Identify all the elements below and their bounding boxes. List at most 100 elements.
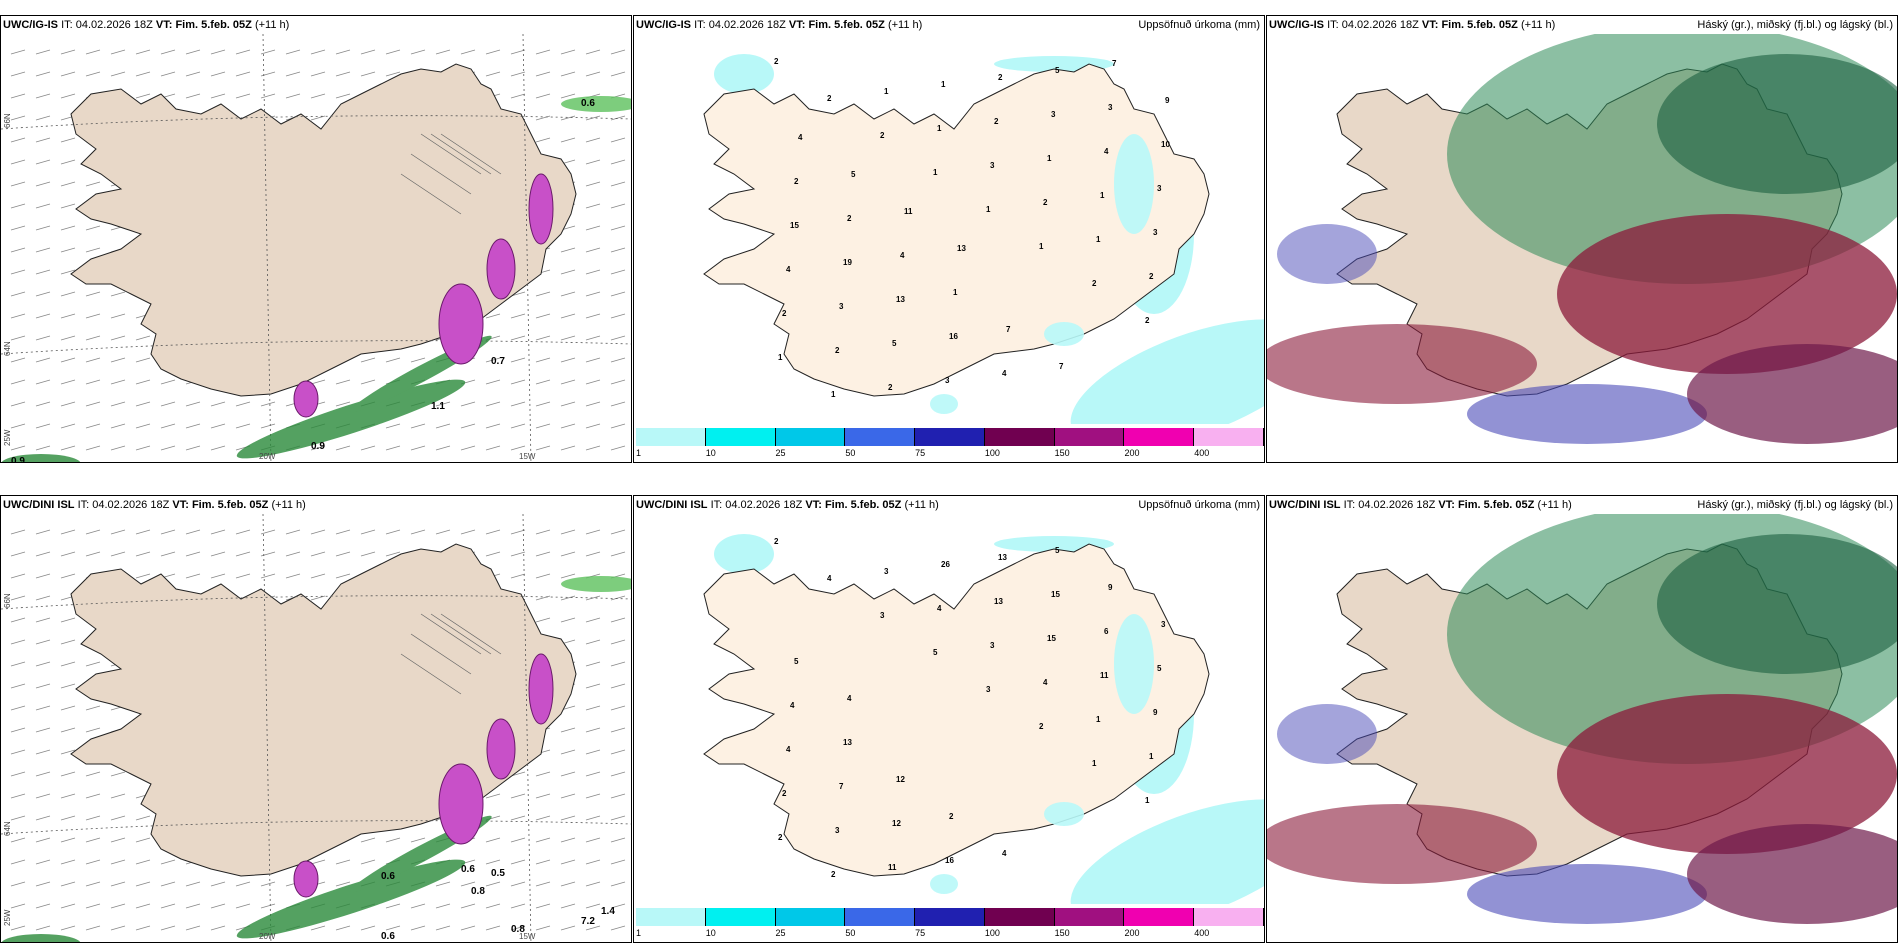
map-panel-r0-c0: UWC/IG-IS IT: 04.02.2026 18Z VT: Fim. 5.…: [0, 15, 632, 463]
model-name: UWC/DINI ISL: [636, 499, 708, 511]
colorbar-label: 150: [1054, 928, 1070, 938]
map-canvas: [1267, 34, 1897, 462]
panel-header: UWC/DINI ISL IT: 04.02.2026 18Z VT: Fim.…: [634, 496, 1264, 514]
precip-value-label: 11: [888, 863, 897, 872]
colorbar-label: 1: [636, 928, 642, 938]
colorbar-segment: [845, 428, 916, 446]
precip-value-label: 4: [847, 694, 852, 703]
precip-value-label: 2: [994, 117, 999, 126]
graticule: [1, 514, 631, 942]
panel-header: UWC/IG-IS IT: 04.02.2026 18Z VT: Fim. 5.…: [1267, 16, 1897, 34]
precip-value-label: 4: [1002, 369, 1007, 378]
colorbar-label: 1: [636, 448, 642, 458]
colorbar-segment: [705, 428, 776, 446]
colorbar-segment: [775, 908, 846, 926]
colorbar-label: 100: [984, 928, 1000, 938]
colorbar-segment: [636, 428, 706, 446]
precip-value-label: 7: [1006, 325, 1011, 334]
wind-value-label: 0.6: [581, 98, 595, 109]
map-panel-r1-c0: UWC/DINI ISL IT: 04.02.2026 18Z VT: Fim.…: [0, 495, 632, 943]
precip-value-label: 2: [1092, 279, 1097, 288]
colorbar-label: 10: [705, 928, 716, 938]
colorbar-label: 75: [915, 928, 926, 938]
wind-value-label: 0.9: [11, 456, 25, 462]
precip-value-label: 1: [953, 288, 958, 297]
colorbar-label: 10: [705, 448, 716, 458]
graticule: [1, 34, 631, 462]
model-name: UWC/IG-IS: [636, 19, 691, 31]
precip-value-label: 1: [1047, 154, 1052, 163]
precip-value-label: 19: [843, 258, 852, 267]
it-label: IT:: [61, 19, 73, 31]
precip-value-label: 1: [1096, 235, 1101, 244]
precip-value-label: 2: [778, 833, 783, 842]
lead-time: (+11 h): [904, 499, 939, 511]
precip-value-label: 5: [794, 657, 799, 666]
colorbar-segment: [915, 908, 985, 926]
vt-label: VT:: [1421, 19, 1439, 31]
precip-value-label: 12: [896, 775, 905, 784]
precip-value-label: 26: [941, 560, 950, 569]
precip-value-label: 2: [782, 789, 787, 798]
iceland-land: [703, 63, 1210, 397]
colorbar-label: 50: [845, 928, 856, 938]
precip-value-label: 1: [1100, 191, 1105, 200]
precip-value-label: 10: [1161, 140, 1170, 149]
precip-value-label: 4: [900, 251, 905, 260]
wind-value-label: 1.1: [431, 401, 445, 412]
precip-value-label: 4: [786, 745, 791, 754]
model-name: UWC/IG-IS: [3, 19, 58, 31]
precip-value-label: 1: [778, 353, 783, 362]
panel-title: Uppsöfnuð úrkoma (mm): [1138, 19, 1260, 31]
precip-colorbar: 1 10 25 50 75 100 150 200 400: [634, 904, 1264, 942]
map-panel-r1-c1: UWC/DINI ISL IT: 04.02.2026 18Z VT: Fim.…: [633, 495, 1265, 943]
precip-value-label: 3: [1108, 103, 1113, 112]
precip-value-label: 3: [990, 641, 995, 650]
precip-value-label: 4: [1002, 849, 1007, 858]
precip-value-label: 5: [892, 339, 897, 348]
vt-label: VT:: [805, 499, 822, 511]
precip-value-label: 5: [1157, 664, 1162, 673]
map-canvas: 0.6 1.1 0.9 0.9 0.7: [1, 34, 631, 462]
axis-label-lat-25w: 25W: [3, 429, 12, 446]
colorbar-label: 25: [775, 448, 786, 458]
map-canvas: 2221112211113212222121134353234315191316…: [634, 34, 1264, 462]
map-panel-r0-c1: UWC/IG-IS IT: 04.02.2026 18Z VT: Fim. 5.…: [633, 15, 1265, 463]
it-value: 04.02.2026 18Z: [725, 499, 803, 511]
precip-value-label: 2: [998, 73, 1003, 82]
precip-value-label: 1: [937, 124, 942, 133]
precip-value-label: 3: [945, 376, 950, 385]
precip-value-label: 1: [986, 205, 991, 214]
precip-value-label: 2: [847, 214, 852, 223]
precip-value-label: 15: [1047, 634, 1056, 643]
precip-value-label: 5: [1055, 546, 1060, 555]
precip-value-label: 13: [994, 597, 1003, 606]
precip-value-label: 1: [941, 80, 946, 89]
colorbar-segment: [1124, 908, 1195, 926]
precip-value-label: 3: [1153, 228, 1158, 237]
precip-value-label: 9: [1153, 708, 1158, 717]
precip-value-label: 3: [835, 826, 840, 835]
precip-value-label: 13: [843, 738, 852, 747]
colorbar-segment: [705, 908, 776, 926]
wind-value-label: 0.6: [381, 931, 395, 942]
colorbar-label: 50: [845, 448, 856, 458]
precip-value-label: 1: [1149, 752, 1154, 761]
axis-label-lat-66n: 66N: [3, 593, 12, 608]
lead-time: (+11 h): [254, 19, 290, 31]
axis-label-lon-15w: 15W: [519, 452, 536, 461]
colorbar-segment: [1194, 428, 1264, 446]
wind-value-label: 0.6: [461, 864, 475, 875]
precip-value-label: 2: [949, 812, 954, 821]
it-label: IT:: [710, 499, 723, 511]
vt-value: Fim. 5.feb. 05Z: [1457, 499, 1535, 511]
axis-label-lon-20w: 20W: [259, 452, 276, 461]
colorbar-segment: [636, 908, 706, 926]
lead-time: (+11 h): [1537, 499, 1572, 511]
it-label: IT:: [694, 19, 706, 31]
wind-value-label: 0.7: [491, 356, 505, 367]
precip-value-label: 3: [986, 685, 991, 694]
axis-label-lat-64n: 64N: [3, 341, 12, 356]
precip-value-label: 2: [888, 383, 893, 392]
precip-value-label: 5: [1055, 66, 1060, 75]
